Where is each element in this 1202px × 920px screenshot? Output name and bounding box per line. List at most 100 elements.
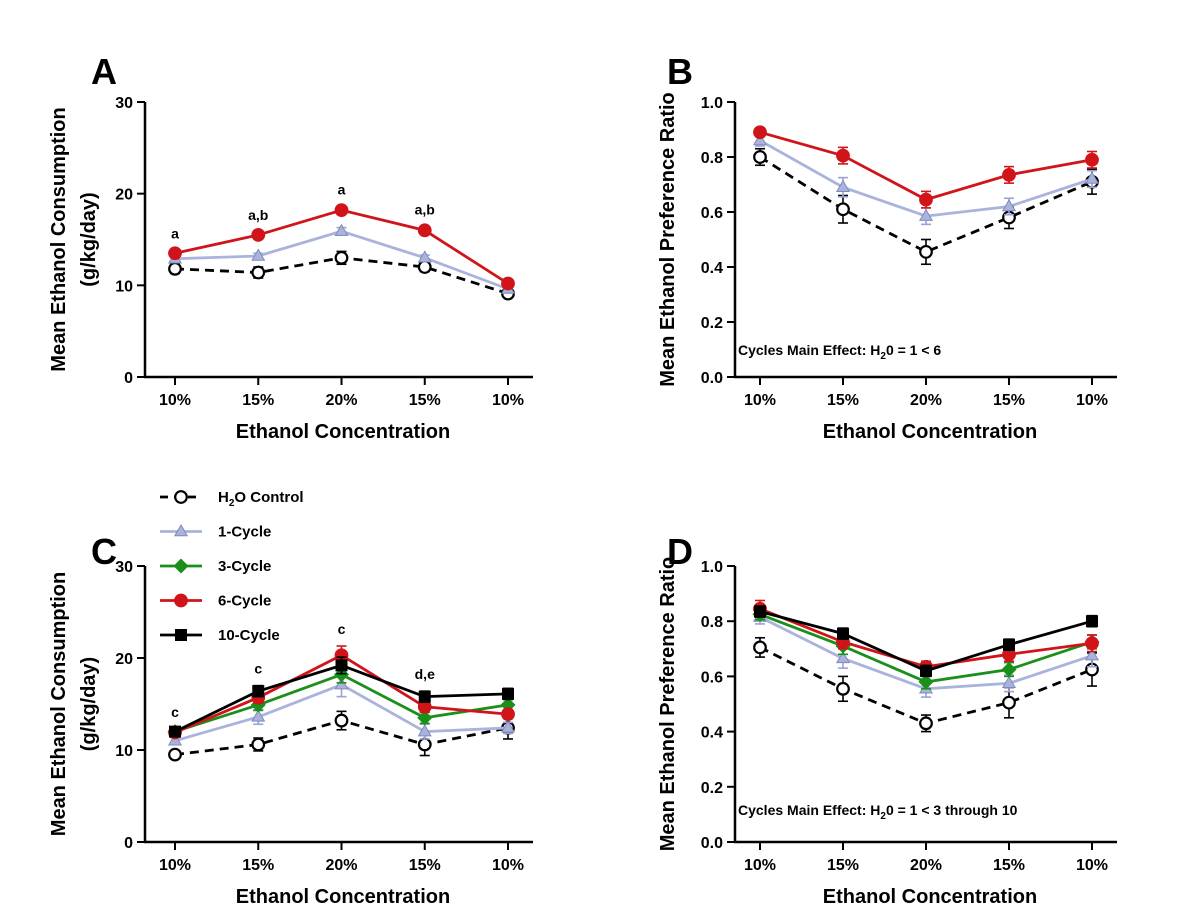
data-point bbox=[1086, 615, 1098, 628]
data-point bbox=[417, 724, 432, 737]
data-point bbox=[168, 747, 182, 762]
x-axis-label: Ethanol Concentration bbox=[823, 886, 1037, 908]
data-point bbox=[417, 223, 432, 238]
significance-label: c bbox=[338, 621, 346, 637]
panel-label: B bbox=[667, 51, 693, 92]
data-point bbox=[417, 250, 432, 263]
y-tick-label: 10 bbox=[115, 743, 133, 760]
x-tick-label: 20% bbox=[325, 392, 357, 409]
y-tick-label: 0 bbox=[124, 835, 133, 852]
significance-label: c bbox=[171, 704, 179, 720]
significance-label: a bbox=[171, 226, 179, 242]
series-line bbox=[759, 130, 1093, 202]
data-point bbox=[1084, 171, 1100, 184]
y-axis-label: (g/kg/day) bbox=[78, 192, 100, 286]
legend-swatch-marker bbox=[174, 490, 188, 504]
series-c10 bbox=[754, 605, 1098, 678]
legend-swatch-marker bbox=[174, 593, 188, 608]
y-tick-label: 0.2 bbox=[701, 315, 723, 332]
data-point bbox=[1003, 638, 1015, 651]
panel-d: D 0.0 0.2 0.4 0.6 0.8 1.0 10% 15% 20% 15% 10% Ethano… bbox=[657, 531, 1117, 908]
x-tick-label: 20% bbox=[325, 857, 357, 874]
legend-label: 3-Cycle bbox=[218, 558, 271, 575]
y-tick-label: 0.4 bbox=[701, 260, 723, 277]
x-tick-label: 15% bbox=[409, 857, 441, 874]
panel-label: A bbox=[91, 51, 117, 92]
y-tick-label: 10 bbox=[115, 278, 133, 295]
x-tick-label: 15% bbox=[993, 392, 1025, 409]
legend-label: 10-Cycle bbox=[218, 627, 280, 644]
x-tick-label: 20% bbox=[910, 857, 942, 874]
significance-label: c bbox=[254, 661, 262, 677]
data-point bbox=[835, 650, 851, 664]
panel-b: B 0.0 0.2 0.4 0.6 0.8 1.0 10% 15% 20% 15% 10% Ethano… bbox=[657, 51, 1117, 443]
data-point bbox=[836, 202, 850, 217]
panel-a: A 0 10 20 30 10% 15% 20% 15% 10% Ethanol Concentra… bbox=[48, 51, 533, 443]
data-point bbox=[167, 733, 183, 746]
data-point bbox=[168, 261, 182, 276]
y-axis-label: (g/kg/day) bbox=[78, 657, 100, 751]
data-point bbox=[837, 627, 849, 640]
data-point bbox=[251, 265, 266, 280]
x-tick-label: 15% bbox=[242, 392, 274, 409]
x-axis-label: Ethanol Concentration bbox=[823, 421, 1037, 443]
data-point bbox=[500, 720, 516, 733]
data-point bbox=[836, 681, 850, 696]
panel-label: C bbox=[91, 531, 117, 572]
y-tick-label: 0 bbox=[124, 370, 133, 387]
y-tick-label: 0.2 bbox=[701, 780, 723, 797]
legend-item-c10: 10-Cycle bbox=[160, 627, 280, 644]
y-tick-label: 20 bbox=[115, 651, 133, 668]
significance-label: a,b bbox=[415, 202, 435, 218]
data-point bbox=[417, 710, 433, 726]
data-point bbox=[754, 605, 766, 618]
data-point bbox=[918, 674, 934, 690]
data-point bbox=[836, 148, 850, 163]
data-point bbox=[1085, 636, 1099, 651]
y-tick-label: 0.8 bbox=[701, 150, 723, 167]
y-tick-label: 1.0 bbox=[701, 95, 723, 112]
data-point bbox=[919, 244, 933, 259]
series-c1 bbox=[752, 132, 1100, 226]
data-point bbox=[1002, 167, 1016, 182]
x-axis-label: Ethanol Concentration bbox=[236, 886, 450, 908]
y-tick-label: 20 bbox=[115, 187, 133, 204]
data-point bbox=[918, 208, 934, 221]
x-tick-label: 10% bbox=[492, 857, 524, 874]
data-point bbox=[252, 685, 265, 698]
legend-swatch-marker bbox=[173, 523, 189, 537]
data-point bbox=[1001, 661, 1017, 678]
data-point bbox=[835, 179, 851, 192]
data-point bbox=[753, 640, 767, 655]
data-point bbox=[251, 228, 266, 242]
data-point bbox=[417, 260, 432, 274]
main-effect-annotation: Cycles Main Effect: H20 = 1 < 6 bbox=[738, 342, 941, 362]
y-axis-label: Mean Ethanol Preference Ratio bbox=[657, 557, 679, 852]
x-tick-label: 15% bbox=[993, 857, 1025, 874]
legend-label: H2O Control bbox=[218, 489, 304, 509]
x-tick-label: 15% bbox=[409, 392, 441, 409]
data-point bbox=[1084, 648, 1100, 661]
x-tick-label: 15% bbox=[242, 857, 274, 874]
data-point bbox=[251, 737, 266, 752]
series-c1 bbox=[167, 223, 516, 294]
data-point bbox=[334, 250, 349, 265]
data-point bbox=[753, 150, 767, 164]
y-tick-label: 30 bbox=[115, 95, 133, 112]
y-tick-label: 30 bbox=[115, 559, 133, 576]
data-point bbox=[334, 203, 349, 218]
x-axis-label: Ethanol Concentration bbox=[236, 421, 450, 443]
y-tick-label: 0.4 bbox=[701, 725, 723, 742]
y-tick-label: 0.8 bbox=[701, 614, 723, 631]
data-point bbox=[919, 716, 933, 731]
x-tick-label: 10% bbox=[159, 392, 191, 409]
legend-swatch-marker bbox=[175, 629, 187, 641]
data-point bbox=[335, 659, 348, 672]
legend-item-c3: 3-Cycle bbox=[160, 558, 271, 575]
series-line bbox=[759, 155, 1093, 254]
y-axis-label: Mean Ethanol Consumption bbox=[48, 107, 70, 371]
series-c6 bbox=[753, 599, 1099, 674]
x-tick-label: 10% bbox=[744, 857, 776, 874]
significance-label: d,e bbox=[415, 666, 435, 682]
significance-label: a bbox=[338, 182, 346, 198]
